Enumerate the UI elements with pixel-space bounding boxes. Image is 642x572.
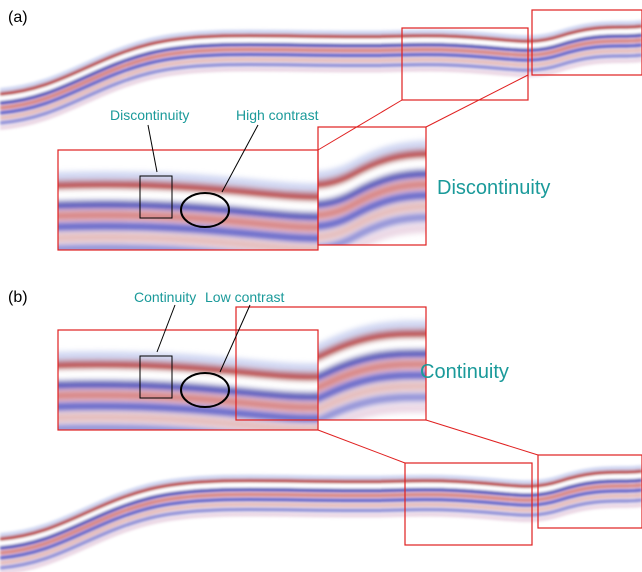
figure: (a) Discontinuity High contrast Disconti… bbox=[0, 0, 642, 572]
connector bbox=[318, 100, 402, 150]
seismic-section bbox=[0, 467, 642, 572]
caption: Discontinuity bbox=[437, 177, 550, 199]
connector bbox=[318, 430, 405, 463]
callout: Discontinuity bbox=[110, 107, 189, 123]
callout: Low contrast bbox=[205, 289, 284, 305]
panel-label: (b) bbox=[8, 289, 28, 306]
connector bbox=[426, 75, 528, 127]
caption: Continuity bbox=[420, 361, 509, 383]
callout: High contrast bbox=[236, 107, 319, 123]
panel-label: (a) bbox=[8, 9, 28, 26]
callout: Continuity bbox=[134, 289, 196, 305]
connector bbox=[426, 420, 538, 455]
